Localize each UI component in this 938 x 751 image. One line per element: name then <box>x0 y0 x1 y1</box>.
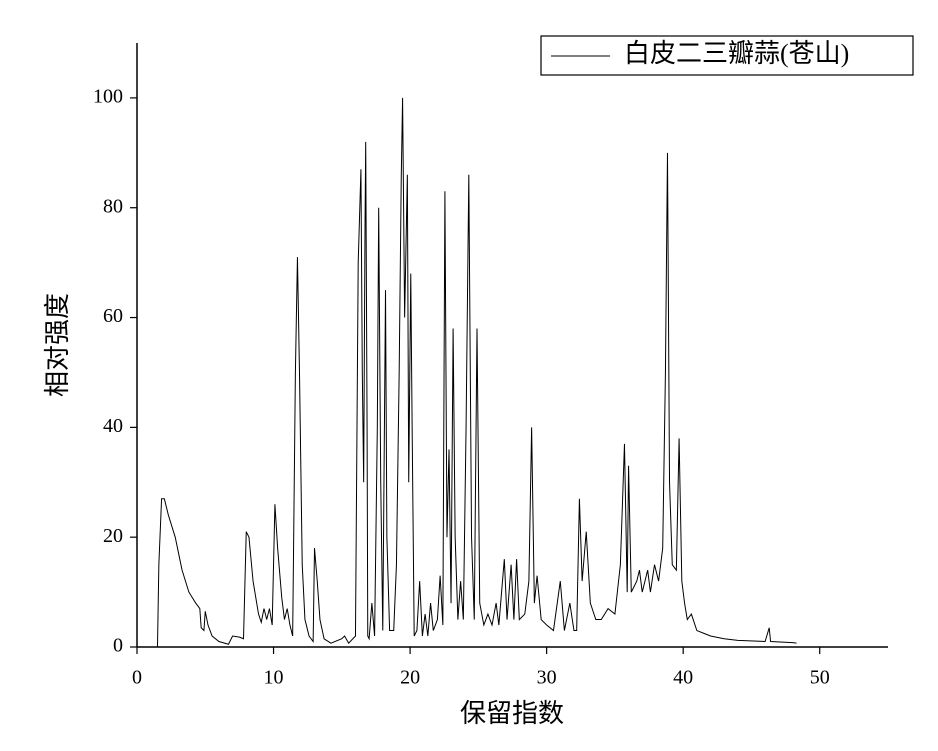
x-tick-label: 0 <box>132 667 142 689</box>
x-tick-label: 10 <box>264 667 284 689</box>
y-tick-label: 80 <box>103 195 123 217</box>
x-tick-label: 30 <box>537 667 557 689</box>
y-tick-label: 20 <box>103 525 123 547</box>
legend-label: 白皮二三瓣蒜(苍山) <box>624 39 849 68</box>
y-tick-label: 0 <box>113 635 123 657</box>
data-line <box>156 97 797 648</box>
y-tick-label: 60 <box>103 305 123 327</box>
x-tick-label: 20 <box>400 667 420 689</box>
x-tick-label: 50 <box>810 667 830 689</box>
x-axis-label: 保留指数 <box>460 699 564 728</box>
y-tick-label: 100 <box>93 86 123 108</box>
x-tick-label: 40 <box>673 667 693 689</box>
y-tick-label: 40 <box>103 415 123 437</box>
y-axis-label: 相对强度 <box>43 293 72 397</box>
